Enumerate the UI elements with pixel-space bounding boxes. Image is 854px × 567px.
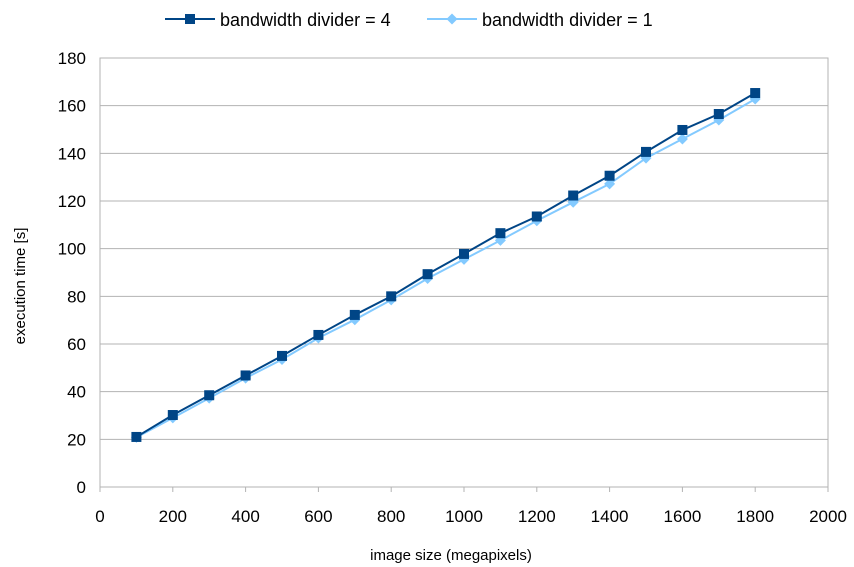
- y-tick-label: 0: [77, 478, 86, 497]
- y-tick-label: 80: [67, 287, 86, 306]
- legend-marker: [446, 13, 458, 25]
- data-point: [604, 170, 615, 181]
- series-line: [135, 92, 756, 438]
- series-2: [130, 93, 761, 443]
- y-tick-label: 140: [58, 144, 86, 163]
- data-point: [604, 178, 616, 190]
- data-point: [677, 124, 688, 135]
- y-axis-title: execution time [s]: [12, 228, 29, 345]
- x-tick-label: 1800: [736, 507, 774, 526]
- y-tick-label: 100: [58, 240, 86, 259]
- x-tick-label: 200: [159, 507, 187, 526]
- y-axis: 0 20 40 60 80 100 120 140 160 180: [58, 49, 86, 497]
- legend-item-2: bandwidth divider = 1: [427, 10, 653, 30]
- data-point: [495, 228, 506, 239]
- legend-label: bandwidth divider = 4: [220, 10, 391, 30]
- legend-label: bandwidth divider = 1: [482, 10, 653, 30]
- x-tick-label: 400: [231, 507, 259, 526]
- series-layer: [130, 88, 761, 443]
- y-tick-label: 60: [67, 335, 86, 354]
- data-point: [167, 410, 178, 421]
- data-point: [750, 88, 761, 99]
- data-point: [459, 248, 469, 259]
- x-tick-label: 1000: [445, 507, 483, 526]
- data-point: [131, 431, 142, 442]
- x-tick-label: 0: [95, 507, 104, 526]
- data-point: [531, 211, 542, 222]
- data-point: [240, 370, 251, 381]
- y-tick-label: 40: [67, 383, 86, 402]
- data-point: [349, 309, 360, 320]
- series-line: [135, 98, 756, 439]
- x-tick-label: 1400: [591, 507, 629, 526]
- x-tick-label: 1600: [663, 507, 701, 526]
- data-point: [641, 146, 651, 157]
- data-point: [676, 133, 688, 145]
- legend-item-1: bandwidth divider = 4: [165, 10, 391, 30]
- x-tick-label: 2000: [809, 507, 847, 526]
- x-tick-label: 1200: [518, 507, 556, 526]
- data-point: [422, 269, 433, 280]
- x-tick-label: 800: [377, 507, 405, 526]
- legend: bandwidth divider = 4 bandwidth divider =…: [165, 10, 653, 30]
- data-point: [313, 329, 324, 340]
- series-1: [131, 88, 761, 442]
- x-axis: 0 200 400 600 800 1000 1200 1400 1600 1800 2000: [95, 487, 847, 526]
- data-point: [568, 190, 579, 201]
- data-point: [386, 291, 397, 302]
- y-tick-label: 180: [58, 49, 86, 68]
- y-tick-label: 120: [58, 192, 86, 211]
- data-point: [204, 390, 215, 401]
- data-point: [713, 109, 724, 120]
- x-axis-title: image size (megapixels): [370, 547, 532, 564]
- x-tick-label: 600: [304, 507, 332, 526]
- y-tick-label: 20: [67, 430, 86, 449]
- y-tick-label: 160: [58, 97, 86, 116]
- data-point: [277, 350, 287, 361]
- legend-marker: [185, 14, 195, 24]
